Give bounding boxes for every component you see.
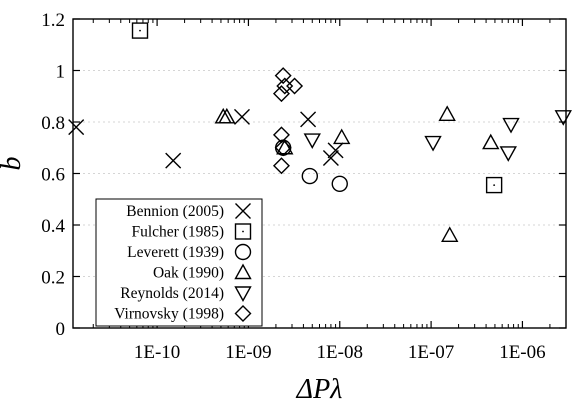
circle-point bbox=[301, 167, 319, 185]
series-circle bbox=[274, 139, 348, 193]
diamond-point bbox=[272, 157, 290, 175]
diamond-point bbox=[272, 85, 290, 103]
series-diamond bbox=[272, 67, 304, 175]
legend: Bennion (2005) Fulcher (1985) Leverett (19… bbox=[95, 198, 263, 327]
legend-label: Oak (1990) bbox=[153, 265, 224, 282]
triangle-up-point bbox=[438, 105, 456, 121]
y-tick-label: 0.4 bbox=[41, 216, 65, 237]
triangle-up-point bbox=[482, 133, 500, 150]
series-square bbox=[131, 22, 503, 194]
y-axis-title: b bbox=[0, 157, 27, 171]
x-tick-label: 1E-09 bbox=[225, 342, 271, 363]
diamond-point bbox=[286, 77, 304, 95]
y-tick-label: 0.8 bbox=[41, 113, 65, 134]
cross-point bbox=[327, 142, 344, 159]
y-tick-label: 0 bbox=[56, 319, 66, 340]
square-point bbox=[485, 176, 503, 194]
triangle-up-point bbox=[441, 226, 459, 242]
legend-label: Fulcher (1985) bbox=[131, 224, 224, 241]
y-tick-label: 0.2 bbox=[41, 268, 65, 289]
triangle-up-point bbox=[333, 128, 351, 145]
series-triangle-down bbox=[303, 110, 572, 162]
cross-point bbox=[300, 111, 317, 128]
cross-point bbox=[165, 152, 182, 169]
square-point bbox=[131, 22, 149, 39]
x-axis-title: ΔPλ bbox=[296, 374, 343, 405]
y-tick-label: 0.6 bbox=[41, 165, 65, 186]
legend-triangle-down-icon bbox=[234, 286, 252, 302]
axis-ticks: 1E-10 1E-09 1E-08 1E-07 1E-06 0 0.2 0.4 0.6 0.8 1 1… bbox=[41, 10, 567, 363]
legend-square-icon-center-dot bbox=[242, 230, 244, 233]
grid-lines bbox=[73, 70, 566, 277]
x-tick-label: 1E-07 bbox=[408, 342, 454, 363]
triangle-down-point bbox=[499, 146, 517, 162]
y-tick-label: 1 bbox=[56, 62, 66, 83]
cross-point bbox=[68, 119, 85, 136]
legend-label: Virnovsky (1998) bbox=[114, 306, 224, 323]
legend-label: Reynolds (2014) bbox=[120, 285, 224, 302]
legend-circle-icon bbox=[234, 243, 252, 261]
legend-triangle-up-icon bbox=[234, 263, 252, 280]
y-tick-label: 1.2 bbox=[41, 10, 65, 31]
series-triangle-up bbox=[214, 105, 500, 242]
x-tick-label: 1E-06 bbox=[499, 342, 545, 363]
diamond-point bbox=[274, 139, 292, 157]
data-markers bbox=[68, 22, 572, 242]
legend-cross-icon bbox=[235, 203, 251, 219]
triangle-down-point bbox=[502, 117, 520, 134]
x-tick-label: 1E-10 bbox=[134, 342, 180, 363]
legend-diamond-icon bbox=[234, 305, 252, 322]
triangle-down-point bbox=[554, 110, 572, 126]
circle-point bbox=[331, 175, 348, 193]
cross-point bbox=[322, 150, 339, 167]
cross-point bbox=[233, 108, 250, 125]
series-cross bbox=[68, 108, 344, 169]
legend-label: Leverett (1939) bbox=[127, 244, 224, 261]
triangle-down-point bbox=[303, 133, 321, 149]
legend-label: Bennion (2005) bbox=[126, 203, 224, 220]
triangle-down-point bbox=[424, 135, 442, 152]
square-point-center-dot bbox=[139, 29, 141, 32]
diamond-point bbox=[274, 67, 292, 85]
square-point-center-dot bbox=[493, 184, 496, 186]
legend-square-icon bbox=[234, 223, 252, 240]
x-tick-label: 1E-08 bbox=[317, 342, 363, 363]
legend-box bbox=[95, 198, 263, 327]
triangle-up-point bbox=[218, 107, 236, 124]
